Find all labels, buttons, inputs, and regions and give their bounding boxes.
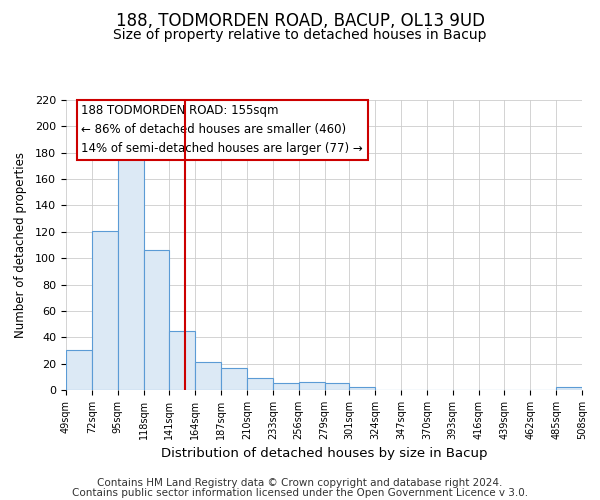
Bar — [247, 378, 273, 390]
Bar — [299, 382, 325, 390]
Bar — [195, 362, 221, 390]
Bar — [273, 384, 299, 390]
Bar — [349, 388, 375, 390]
Bar — [556, 388, 582, 390]
Bar — [92, 230, 118, 390]
Bar — [118, 160, 143, 390]
Bar — [143, 250, 169, 390]
X-axis label: Distribution of detached houses by size in Bacup: Distribution of detached houses by size … — [161, 448, 487, 460]
Y-axis label: Number of detached properties: Number of detached properties — [14, 152, 26, 338]
Bar — [221, 368, 247, 390]
Text: Contains public sector information licensed under the Open Government Licence v : Contains public sector information licen… — [72, 488, 528, 498]
Bar — [169, 330, 195, 390]
Text: 188, TODMORDEN ROAD, BACUP, OL13 9UD: 188, TODMORDEN ROAD, BACUP, OL13 9UD — [115, 12, 485, 30]
Bar — [66, 350, 92, 390]
Bar — [325, 384, 349, 390]
Text: Contains HM Land Registry data © Crown copyright and database right 2024.: Contains HM Land Registry data © Crown c… — [97, 478, 503, 488]
Text: Size of property relative to detached houses in Bacup: Size of property relative to detached ho… — [113, 28, 487, 42]
Text: 188 TODMORDEN ROAD: 155sqm
← 86% of detached houses are smaller (460)
14% of sem: 188 TODMORDEN ROAD: 155sqm ← 86% of deta… — [82, 104, 363, 156]
